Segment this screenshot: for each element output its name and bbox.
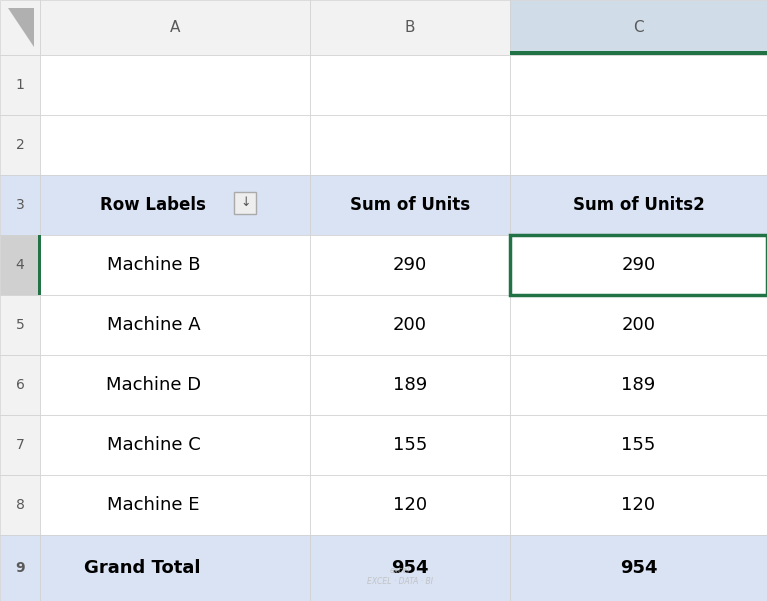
Bar xyxy=(310,535,510,601)
Bar xyxy=(310,175,510,235)
Polygon shape xyxy=(8,8,34,47)
Bar xyxy=(0,235,40,295)
Text: 290: 290 xyxy=(621,256,656,274)
Bar xyxy=(510,295,767,355)
Text: 290: 290 xyxy=(393,256,427,274)
Bar xyxy=(510,355,767,415)
Text: Machine D: Machine D xyxy=(106,376,201,394)
Bar xyxy=(40,0,310,55)
Text: Machine C: Machine C xyxy=(107,436,200,454)
Bar xyxy=(0,0,40,55)
Bar xyxy=(310,295,510,355)
Bar xyxy=(510,175,767,235)
Text: 200: 200 xyxy=(393,316,427,334)
Bar xyxy=(510,0,767,55)
Bar xyxy=(40,295,310,355)
Bar xyxy=(0,475,40,535)
Text: 7: 7 xyxy=(15,438,25,452)
Bar xyxy=(310,0,510,55)
Text: 954: 954 xyxy=(620,559,657,577)
Text: ↓: ↓ xyxy=(240,197,251,209)
Bar xyxy=(0,115,40,175)
Bar xyxy=(40,355,310,415)
FancyBboxPatch shape xyxy=(235,192,256,214)
Bar xyxy=(0,415,40,475)
Text: Grand Total: Grand Total xyxy=(84,559,201,577)
Text: 8: 8 xyxy=(15,498,25,512)
Bar xyxy=(510,475,767,535)
Text: 3: 3 xyxy=(15,198,25,212)
Text: 120: 120 xyxy=(393,496,427,514)
Text: 155: 155 xyxy=(621,436,656,454)
Bar xyxy=(0,295,40,355)
Text: Sum of Units: Sum of Units xyxy=(350,196,470,214)
Bar xyxy=(40,415,310,475)
Text: A: A xyxy=(170,20,180,35)
Bar xyxy=(310,235,510,295)
Bar xyxy=(510,55,767,115)
Bar xyxy=(310,55,510,115)
Text: C: C xyxy=(634,20,644,35)
Text: B: B xyxy=(405,20,415,35)
Bar xyxy=(0,55,40,115)
Text: 4: 4 xyxy=(15,258,25,272)
Bar xyxy=(40,55,310,115)
Bar xyxy=(40,235,310,295)
Text: Machine E: Machine E xyxy=(107,496,199,514)
Text: 1: 1 xyxy=(15,78,25,92)
Bar xyxy=(40,535,310,601)
Bar xyxy=(310,415,510,475)
Text: Machine A: Machine A xyxy=(107,316,200,334)
Bar xyxy=(510,535,767,601)
Bar xyxy=(510,235,767,295)
Text: excel
EXCEL · DATA · BI: excel EXCEL · DATA · BI xyxy=(367,566,433,585)
Bar xyxy=(40,475,310,535)
Bar xyxy=(40,115,310,175)
Bar xyxy=(310,115,510,175)
Bar xyxy=(310,475,510,535)
Text: 9: 9 xyxy=(15,561,25,575)
Text: 155: 155 xyxy=(393,436,427,454)
Bar xyxy=(0,535,40,601)
Text: Machine B: Machine B xyxy=(107,256,200,274)
Bar xyxy=(38,235,41,295)
Bar xyxy=(510,415,767,475)
Bar xyxy=(510,51,767,55)
Text: 6: 6 xyxy=(15,378,25,392)
Text: 200: 200 xyxy=(621,316,656,334)
Bar xyxy=(510,235,767,295)
Bar xyxy=(510,115,767,175)
Bar xyxy=(40,175,310,235)
Text: 120: 120 xyxy=(621,496,656,514)
Text: Row Labels: Row Labels xyxy=(100,196,206,214)
Text: 189: 189 xyxy=(393,376,427,394)
Text: 189: 189 xyxy=(621,376,656,394)
Bar xyxy=(310,355,510,415)
Bar xyxy=(0,355,40,415)
Text: Sum of Units2: Sum of Units2 xyxy=(573,196,704,214)
Text: 954: 954 xyxy=(391,559,429,577)
Bar xyxy=(0,175,40,235)
Text: 5: 5 xyxy=(15,318,25,332)
Text: 2: 2 xyxy=(15,138,25,152)
